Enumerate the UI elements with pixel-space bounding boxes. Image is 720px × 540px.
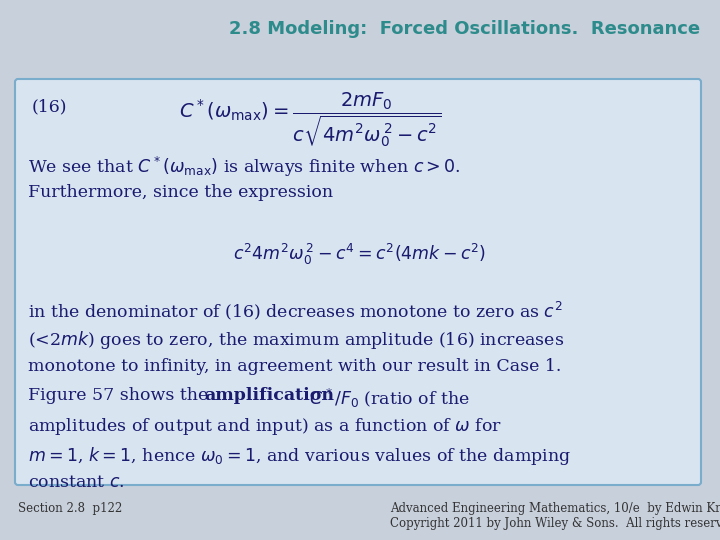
Text: in the denominator of (16) decreases monotone to zero as $c^2$: in the denominator of (16) decreases mon… [28,300,563,322]
Text: Advanced Engineering Mathematics, 10/e  by Edwin Kreyszig
Copyright 2011 by John: Advanced Engineering Mathematics, 10/e b… [390,502,720,530]
Text: amplitudes of output and input) as a function of $\omega$ for: amplitudes of output and input) as a fun… [28,416,502,437]
Text: Section 2.8  p122: Section 2.8 p122 [18,502,122,515]
Text: $C^*(\omega_{\mathrm{max}}) = \dfrac{2mF_0}{c\sqrt{4m^2\omega_0^{\,2} - c^2}}$: $C^*(\omega_{\mathrm{max}}) = \dfrac{2mF… [179,90,441,148]
Text: Furthermore, since the expression: Furthermore, since the expression [28,184,333,201]
Text: 2.8 Modeling:  Forced Oscillations.  Resonance: 2.8 Modeling: Forced Oscillations. Reson… [229,20,700,38]
Text: We see that $C^*(\omega_{\mathrm{max}})$ is always finite when $c > 0$.: We see that $C^*(\omega_{\mathrm{max}})$… [28,155,461,179]
Text: constant $c$.: constant $c$. [28,474,125,491]
Text: (16): (16) [32,98,68,115]
Text: $c^2 4m^2\omega_0^{\,2} - c^4 = c^2(4mk - c^2)$: $c^2 4m^2\omega_0^{\,2} - c^4 = c^2(4mk … [233,242,487,267]
Text: $C^*/F_0$ (ratio of the: $C^*/F_0$ (ratio of the [304,387,469,410]
FancyBboxPatch shape [15,79,701,485]
Text: Figure 57 shows the: Figure 57 shows the [28,387,214,404]
Text: (<2$mk$) goes to zero, the maximum amplitude (16) increases: (<2$mk$) goes to zero, the maximum ampli… [28,329,564,351]
Text: amplification: amplification [204,387,334,404]
Text: $m = 1$, $k = 1$, hence $\omega_0 = 1$, and various values of the damping: $m = 1$, $k = 1$, hence $\omega_0 = 1$, … [28,445,571,467]
Text: monotone to infinity, in agreement with our result in Case 1.: monotone to infinity, in agreement with … [28,358,562,375]
